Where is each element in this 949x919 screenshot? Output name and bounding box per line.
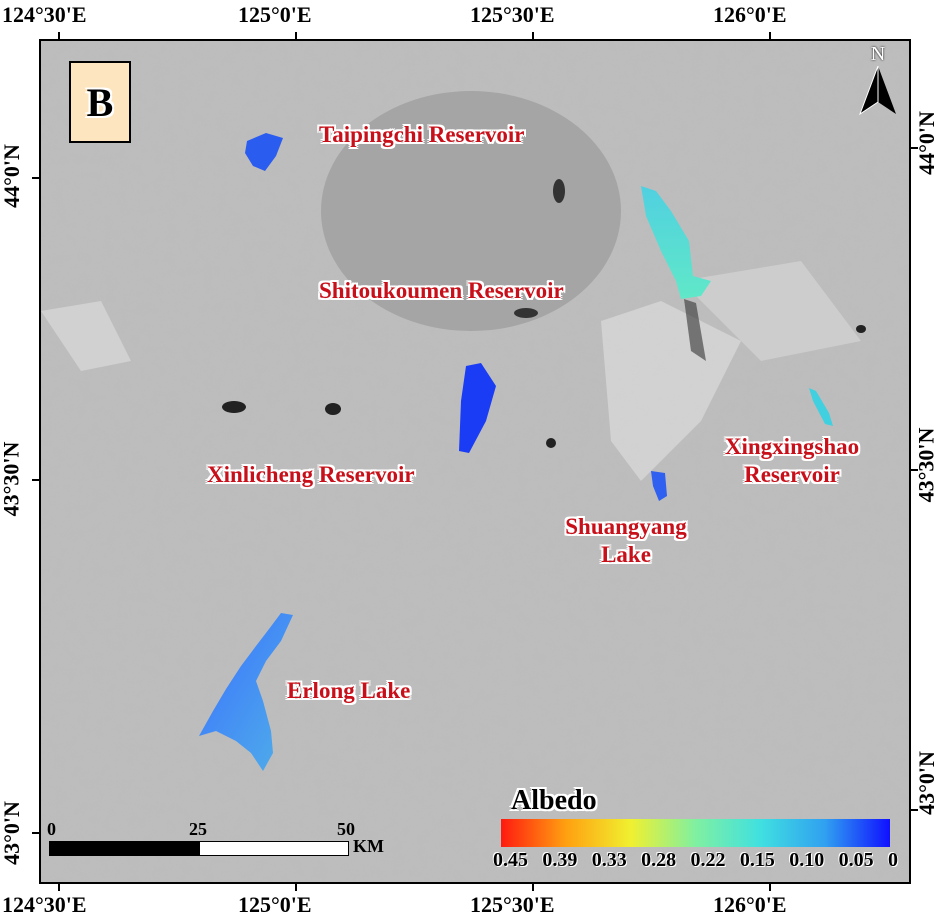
label-shuangyang-lake: Shuangyang Lake <box>551 513 701 569</box>
erlong-lake-water <box>199 613 293 771</box>
legend-colorbar <box>501 819 890 847</box>
label-erlong-lake: Erlong Lake <box>287 678 411 703</box>
label-line: Reservoir <box>744 462 840 487</box>
legend-labels: 0.45 0.39 0.33 0.28 0.22 0.15 0.10 0.05 … <box>493 849 898 872</box>
label-xingxingshao-reservoir: Xingxingshao Reservoir <box>717 433 867 489</box>
legend-tick: 0.39 <box>542 849 578 871</box>
legend-tick: 0.22 <box>690 849 726 871</box>
map-image <box>41 41 909 882</box>
scale-tick: 0 <box>47 819 56 839</box>
legend-tick: 0.15 <box>739 849 775 871</box>
scale-tick: 50 <box>337 819 355 839</box>
left-lat-label: 43°0'N <box>0 801 24 865</box>
scale-tick: 25 <box>189 819 207 839</box>
xingxingshao-reservoir-water <box>809 388 833 426</box>
legend-tick: 0.10 <box>789 849 825 871</box>
north-arrow: N <box>853 43 903 121</box>
label-taipingchi-reservoir: Taipingchi Reservoir <box>319 122 525 147</box>
north-label: N <box>870 43 886 65</box>
left-lat-label: 44°0'N <box>0 144 24 208</box>
bottom-lon-label: 125°0'E <box>238 892 312 917</box>
taipingchi-reservoir-water <box>245 133 283 171</box>
shuangyang-lake-water <box>651 471 667 501</box>
top-lon-label: 125°0'E <box>238 2 312 27</box>
bottom-lon-label: 125°30'E <box>470 892 555 917</box>
panel-label: B <box>69 61 131 143</box>
left-lat-label: 43°30'N <box>0 441 24 517</box>
legend-tick: 0.05 <box>838 849 874 871</box>
top-lon-label: 125°30'E <box>470 2 555 27</box>
legend-title: Albedo <box>511 785 597 816</box>
right-lat-label: 43°30'N <box>913 427 939 503</box>
shitoukoumen-reservoir-water <box>641 186 711 299</box>
legend-tick: 0.45 <box>493 849 528 871</box>
map-frame: B Taipingchi Reservoir Shitoukoumen Rese… <box>39 39 911 884</box>
bottom-lon-label: 126°0'E <box>713 892 787 917</box>
top-lon-label: 124°30'E <box>2 2 87 27</box>
label-line: Xingxingshao <box>724 434 860 459</box>
legend-tick: 0 <box>888 849 898 871</box>
xinlicheng-reservoir-water <box>459 363 496 453</box>
scale-unit: KM <box>353 836 384 856</box>
label-line: Shuangyang <box>565 514 687 539</box>
legend-tick: 0.28 <box>641 849 677 871</box>
label-line: Lake <box>601 542 651 567</box>
legend-tick: 0.33 <box>591 849 627 871</box>
top-lon-label: 126°0'E <box>713 2 787 27</box>
north-arrow-icon <box>858 65 896 116</box>
right-lat-label: 43°0'N <box>913 751 939 815</box>
city-area <box>321 91 621 331</box>
bottom-lon-label: 124°30'E <box>2 892 87 917</box>
right-lat-label: 44°0'N <box>913 111 939 175</box>
label-xinlicheng-reservoir: Xinlicheng Reservoir <box>207 462 415 487</box>
label-shitoukoumen-reservoir: Shitoukoumen Reservoir <box>319 278 564 303</box>
